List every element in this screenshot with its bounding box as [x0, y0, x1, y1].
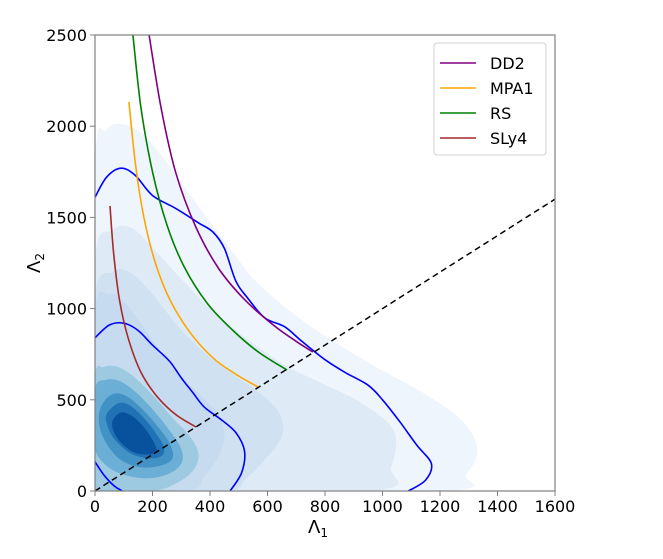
- x-tick-label: 1000: [362, 497, 403, 516]
- y-tick-label: 1000: [46, 300, 87, 319]
- eos-curve-mpa1: [128, 101, 259, 388]
- y-axis-label: Λ2: [24, 253, 47, 273]
- x-tick-label: 200: [137, 497, 168, 516]
- x-tick-label: 400: [195, 497, 226, 516]
- density-fill-layer: [95, 123, 478, 491]
- credible-contour-50-tail: [95, 461, 123, 491]
- x-tick-label: 0: [90, 497, 100, 516]
- eos-curve-rs: [132, 35, 288, 371]
- legend: DD2 MPA1 RS SLy4: [433, 42, 547, 156]
- x-tick-label: 600: [252, 497, 283, 516]
- y-tick-label: 0: [77, 482, 87, 501]
- y-axis-ticks: 0 500 1000 1500 2000 2500: [46, 26, 95, 501]
- plot-area: [95, 35, 555, 491]
- y-tick-label: 500: [56, 391, 87, 410]
- eos-curve-sly4: [109, 205, 197, 428]
- equal-lambda-diagonal: [95, 198, 555, 491]
- x-tick-label: 1200: [420, 497, 461, 516]
- x-tick-label: 800: [310, 497, 341, 516]
- y-tick-label: 2000: [46, 117, 87, 136]
- legend-label-sly4: SLy4: [490, 129, 527, 148]
- eos-curve-dd2: [148, 35, 314, 353]
- legend-label-dd2: DD2: [490, 54, 525, 73]
- x-tick-label: 1600: [535, 497, 576, 516]
- x-tick-label: 1400: [477, 497, 518, 516]
- x-axis-ticks: 0 200 400 600 800 1000 1200 1400 1600: [90, 491, 575, 516]
- density-level-9: [112, 412, 157, 455]
- legend-label-mpa1: MPA1: [490, 79, 534, 98]
- legend-label-rs: RS: [490, 104, 511, 123]
- x-axis-label: Λ1: [308, 517, 328, 540]
- y-tick-label: 2500: [46, 26, 87, 45]
- eos-curve-layer: [109, 35, 314, 428]
- y-tick-label: 1500: [46, 208, 87, 227]
- legend-box: [433, 42, 547, 156]
